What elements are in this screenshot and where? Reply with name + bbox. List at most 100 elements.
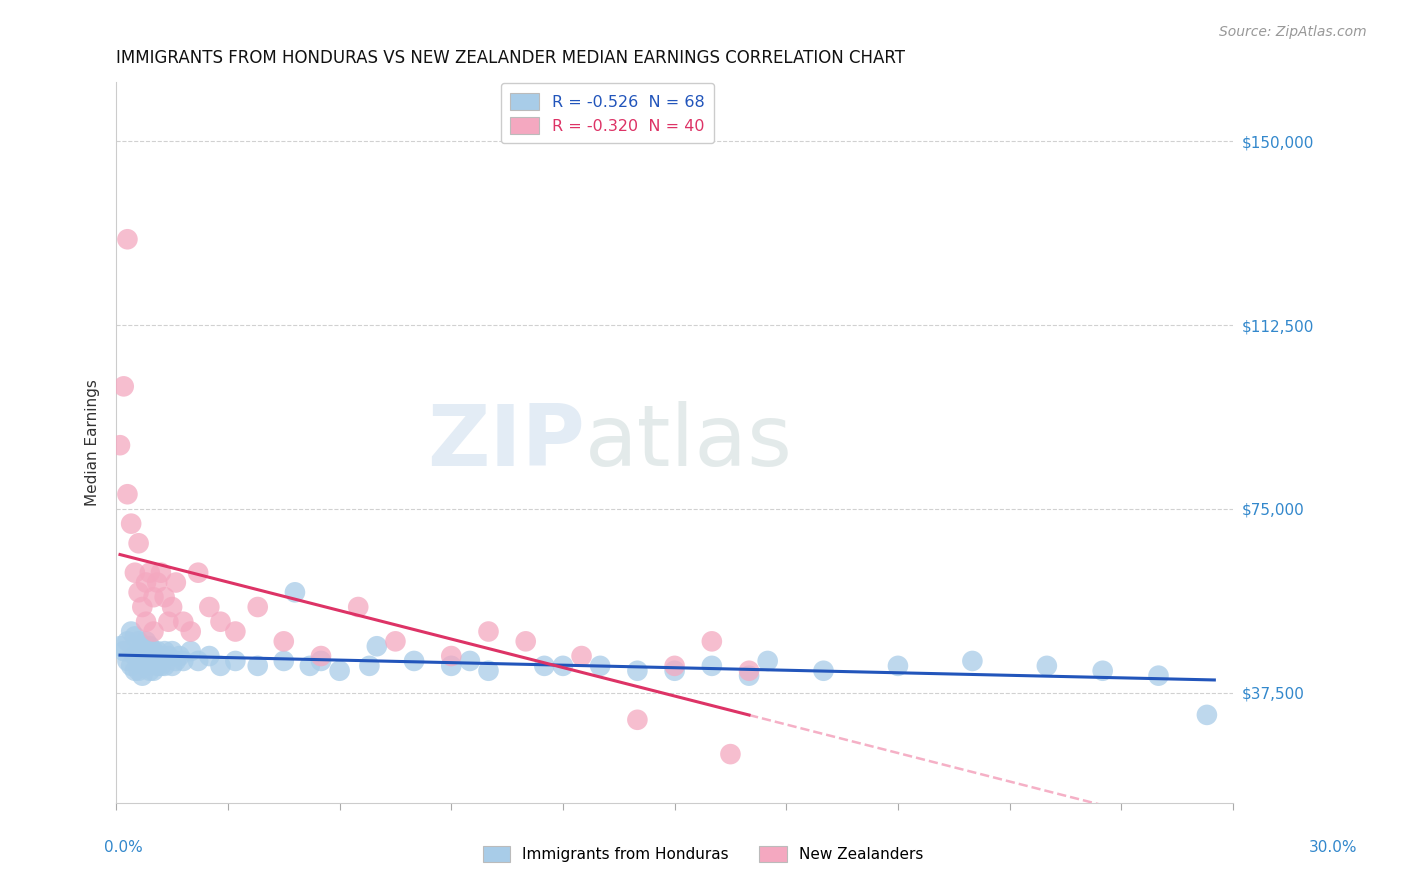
Point [149,648,172,663]
Point [246,658,269,673]
Point [180,624,202,639]
Point [440,648,463,663]
Point [273,654,295,668]
Point [172,654,194,668]
Point [142,654,165,668]
Point [626,713,648,727]
Point [440,658,463,673]
Point [198,600,221,615]
Text: atlas: atlas [585,401,793,484]
Point [160,658,183,673]
Point [477,624,499,639]
Point [1195,707,1218,722]
Text: 30.0%: 30.0% [1309,840,1357,855]
Point [160,644,183,658]
Point [146,658,169,673]
Point [664,664,686,678]
Point [149,658,172,673]
Point [458,654,481,668]
Point [700,658,723,673]
Point [172,615,194,629]
Point [359,658,381,673]
Point [157,648,180,663]
Legend: Immigrants from Honduras, New Zealanders: Immigrants from Honduras, New Zealanders [477,839,929,868]
Point [515,634,537,648]
Point [153,591,176,605]
Point [700,634,723,648]
Point [551,658,574,673]
Point [1036,658,1059,673]
Point [347,600,370,615]
Point [180,644,202,658]
Point [664,658,686,673]
Text: 0.0%: 0.0% [104,840,143,855]
Point [120,624,142,639]
Point [146,644,169,658]
Point [139,654,162,668]
Point [198,648,221,663]
Point [117,232,139,246]
Point [146,575,169,590]
Point [120,658,142,673]
Point [135,648,157,663]
Point [142,624,165,639]
Point [108,639,131,653]
Point [246,600,269,615]
Point [135,615,157,629]
Text: IMMIGRANTS FROM HONDURAS VS NEW ZEALANDER MEDIAN EARNINGS CORRELATION CHART: IMMIGRANTS FROM HONDURAS VS NEW ZEALANDE… [117,49,905,67]
Point [187,566,209,580]
Point [477,664,499,678]
Point [402,654,425,668]
Point [142,644,165,658]
Point [128,664,150,678]
Text: ZIP: ZIP [427,401,585,484]
Point [124,566,146,580]
Point [117,634,139,648]
Point [142,591,165,605]
Point [160,600,183,615]
Point [187,654,209,668]
Point [533,658,555,673]
Point [128,585,150,599]
Point [309,648,332,663]
Point [224,654,246,668]
Point [626,664,648,678]
Point [124,629,146,643]
Point [142,664,165,678]
Point [309,654,332,668]
Point [117,487,139,501]
Point [128,536,150,550]
Point [169,648,191,663]
Point [329,664,352,678]
Point [135,658,157,673]
Point [120,516,142,531]
Point [756,654,779,668]
Point [209,658,232,673]
Point [128,634,150,648]
Point [813,664,835,678]
Point [165,575,187,590]
Point [131,668,153,682]
Point [887,658,910,673]
Point [1091,664,1114,678]
Point [135,575,157,590]
Point [209,615,232,629]
Point [153,658,176,673]
Point [108,438,131,452]
Point [131,600,153,615]
Point [157,615,180,629]
Point [128,648,150,663]
Point [284,585,307,599]
Point [720,747,742,761]
Point [139,566,162,580]
Point [139,664,162,678]
Point [131,654,153,668]
Legend: R = -0.526  N = 68, R = -0.320  N = 40: R = -0.526 N = 68, R = -0.320 N = 40 [501,83,714,144]
Point [117,654,139,668]
Point [366,639,388,653]
Text: Source: ZipAtlas.com: Source: ZipAtlas.com [1219,25,1367,39]
Point [571,648,593,663]
Point [224,624,246,639]
Point [149,566,172,580]
Point [131,639,153,653]
